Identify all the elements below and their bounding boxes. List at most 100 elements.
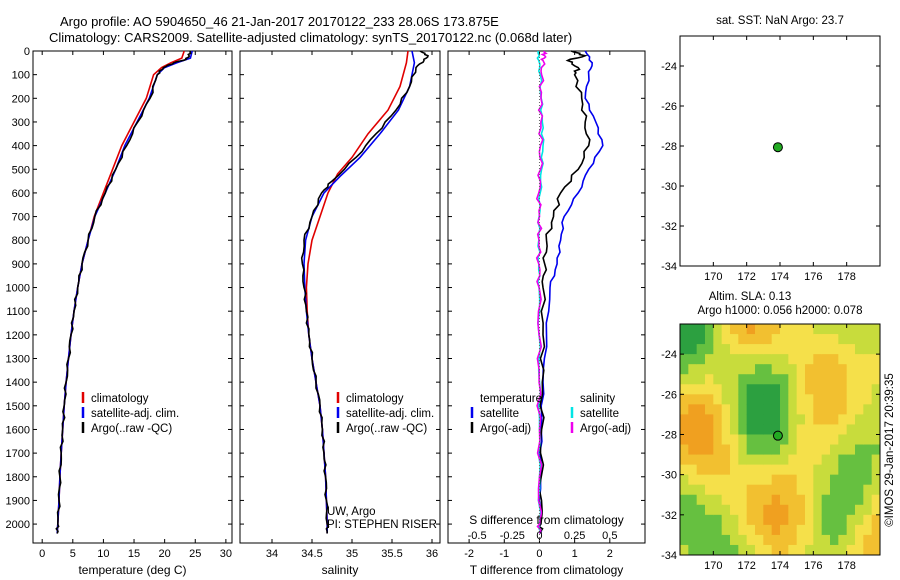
sla-cell: [805, 374, 814, 385]
sla-cell: [680, 484, 689, 496]
sla-cell: [863, 384, 873, 395]
sla-cell: [788, 524, 798, 536]
sla-cell: [838, 384, 848, 395]
xaxis-top-label: S difference from climatology: [469, 513, 624, 527]
sla-cell: [796, 484, 806, 496]
sla-cell: [688, 514, 698, 526]
sla-cell: [821, 484, 831, 496]
legend-label: satellite: [480, 408, 519, 420]
sla-cell: [713, 494, 723, 506]
sla-cell: [855, 514, 864, 526]
sla-cell: [796, 334, 806, 345]
sla-cell: [705, 464, 714, 476]
ytick-label: 400: [12, 141, 30, 153]
sla-cell: [855, 544, 864, 556]
sla-cell: [796, 544, 806, 556]
sla-cell: [855, 374, 864, 385]
sla-cell: [796, 424, 806, 435]
sla-cell: [780, 434, 789, 446]
sla-cell: [813, 424, 823, 435]
sla-heatmap: [680, 324, 881, 556]
sla-cell: [821, 414, 831, 425]
sla-cell: [738, 504, 748, 516]
sla-cell: [771, 334, 781, 345]
sla-cell: [780, 524, 789, 536]
sla-cell: [713, 534, 723, 546]
sla-cell: [780, 474, 789, 486]
sla-cell: [688, 464, 698, 476]
ytick-label: 500: [12, 164, 30, 176]
sla-cell: [805, 324, 814, 335]
sla-cell: [871, 374, 881, 385]
sla-cell: [771, 374, 781, 385]
legend-label: climatology: [91, 393, 149, 405]
sla-cell: [730, 434, 739, 446]
sla-cell: [855, 434, 864, 446]
sla-cell: [871, 344, 881, 355]
ytick-label: 1800: [6, 472, 30, 484]
sla-cell: [705, 424, 714, 435]
sla-cell: [871, 414, 881, 425]
sla-cell: [688, 364, 698, 375]
sla-cell: [763, 524, 773, 536]
sla-cell: [705, 504, 714, 516]
ytick-label: 1500: [6, 401, 30, 413]
sla-cell: [680, 344, 689, 355]
sla-cell: [796, 504, 806, 516]
sla-cell: [763, 514, 773, 526]
sla-cell: [788, 344, 798, 355]
sla-cell: [871, 334, 881, 345]
sla-cell: [855, 414, 864, 425]
sla-cell: [746, 364, 756, 375]
sla-cell: [863, 494, 873, 506]
sla-cell: [813, 534, 823, 546]
series-line: [305, 50, 409, 534]
sla-cell: [730, 364, 739, 375]
ytick-label: 1000: [6, 283, 30, 295]
sla-cell: [796, 454, 806, 466]
sla-cell: [813, 494, 823, 506]
sla-cell: [846, 534, 856, 546]
sla-cell: [696, 414, 706, 425]
sla-cell: [838, 524, 848, 536]
sla-cell: [821, 434, 831, 446]
sla-cell: [738, 454, 748, 466]
sla-cell: [721, 514, 731, 526]
sla-cell: [688, 384, 698, 395]
sla-cell: [805, 484, 814, 496]
sla-cell: [821, 444, 831, 456]
sla-cell: [755, 354, 764, 365]
sla-cell: [696, 394, 706, 405]
sla-cell: [838, 364, 848, 375]
sla-cell: [755, 524, 764, 536]
sla-cell: [680, 414, 689, 425]
ytick-label: 1700: [6, 448, 30, 460]
sla-cell: [738, 374, 748, 385]
map-xtick-label: 174: [771, 560, 789, 572]
sla-cell: [871, 494, 881, 506]
map-xtick-label: 170: [704, 560, 722, 572]
sla-cell: [721, 464, 731, 476]
ytick-label: 600: [12, 188, 30, 200]
sla-cell: [838, 434, 848, 446]
sla-cell: [846, 384, 856, 395]
sla-cell: [821, 344, 831, 355]
sla-cell: [780, 384, 789, 395]
sla-cell: [688, 394, 698, 405]
sla-cell: [838, 444, 848, 456]
sla-cell: [863, 534, 873, 546]
series-line: [538, 50, 604, 534]
sla-cell: [730, 444, 739, 456]
xtick-top-label: -0.5: [468, 530, 487, 542]
sla-cell: [696, 444, 706, 456]
sla-cell: [688, 404, 698, 415]
sla-cell: [755, 444, 764, 456]
sla-cell: [863, 414, 873, 425]
sla-cell: [680, 514, 689, 526]
sla-cell: [688, 374, 698, 385]
sla-cell: [813, 514, 823, 526]
sla-cell: [680, 464, 689, 476]
sla-cell: [696, 454, 706, 466]
sla-cell: [730, 414, 739, 425]
xaxis-label: temperature (deg C): [78, 563, 186, 577]
